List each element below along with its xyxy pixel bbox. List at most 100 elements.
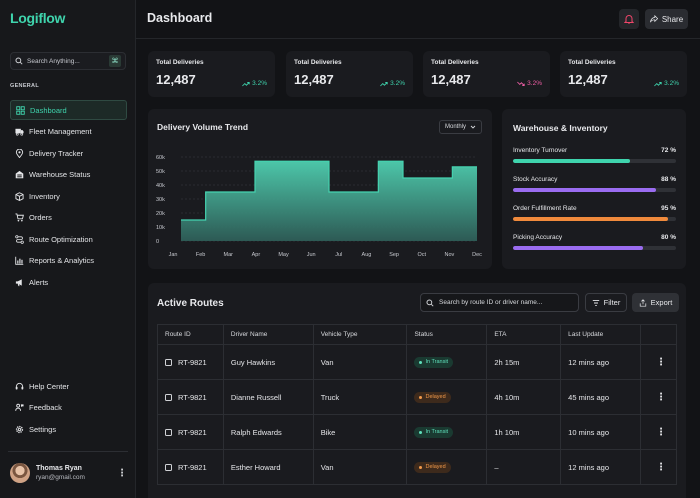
- driver-name: Ralph Edwards: [222, 414, 314, 450]
- sidebar-item-label: Feedback: [29, 403, 62, 412]
- sidebar-item-orders[interactable]: Orders: [10, 208, 127, 228]
- route-icon: [15, 234, 24, 244]
- row-checkbox[interactable]: [165, 428, 172, 436]
- column-header-route-id[interactable]: Route ID: [157, 324, 224, 345]
- metric-label: Order Fulfillment Rate: [513, 205, 577, 212]
- sidebar-item-warehouse-status[interactable]: Warehouse Status: [10, 165, 127, 185]
- column-header-last-update[interactable]: Last Update: [560, 324, 641, 345]
- row-menu-kebab-icon[interactable]: ⋮: [639, 414, 678, 450]
- stat-card: Total Deliveries 12,487 3.2%: [423, 51, 550, 97]
- delivery-volume-chart-card: 0 10k 20k 30k 40k 50k 60k Jan Feb Mar Apr May Jun Jul…: [148, 109, 492, 269]
- route-search-input[interactable]: Search by route ID or driver name...: [420, 293, 579, 312]
- sidebar-item-reports-analytics[interactable]: Reports & Analytics: [10, 251, 127, 271]
- status-text: Delayed: [425, 394, 446, 400]
- warehouse-icon: [15, 170, 24, 179]
- row-menu-kebab-icon[interactable]: ⋮: [639, 379, 678, 415]
- status-badge: In Transit: [414, 356, 454, 368]
- table-row[interactable]: RT-9821 Dianne Russell Truck Delayed 4h …: [157, 379, 678, 415]
- eta: –: [486, 449, 562, 485]
- x-tick-label: Nov: [444, 252, 454, 258]
- driver-name: Guy Hawkins: [222, 344, 314, 380]
- stat-trend-value: 3.2%: [252, 80, 267, 87]
- routes-table: Route ID Driver Name Vehicle Type Status…: [157, 324, 678, 485]
- column-header-actions: [639, 324, 678, 345]
- x-tick-label: May: [278, 252, 289, 258]
- user-profile[interactable]: Thomas Ryan ryan@gmail.com ⋮: [10, 461, 127, 485]
- x-tick-label: Feb: [196, 252, 205, 258]
- notifications-button[interactable]: [619, 9, 639, 29]
- sidebar-item-alerts[interactable]: Alerts: [10, 272, 127, 292]
- search-placeholder: Search Anything...: [27, 57, 80, 65]
- stat-label: Total Deliveries: [568, 59, 616, 66]
- sidebar-item-label: Reports & Analytics: [29, 256, 95, 265]
- avatar: [10, 463, 30, 483]
- x-tick-label: Sep: [389, 252, 399, 258]
- progress-fill: [513, 246, 644, 250]
- filter-button[interactable]: Filter: [585, 293, 627, 312]
- section-label-general: GENERAL: [10, 83, 39, 89]
- row-menu-kebab-icon[interactable]: ⋮: [639, 344, 678, 380]
- stat-trend-value: 3.2%: [390, 80, 405, 87]
- table-row[interactable]: RT-9821 Guy Hawkins Van In Transit 2h 15…: [157, 344, 678, 380]
- sidebar-item-route-optimization[interactable]: Route Optimization: [10, 229, 127, 249]
- sidebar-item-label: Settings: [29, 424, 57, 434]
- x-tick-label: Apr: [252, 252, 261, 258]
- column-header-eta[interactable]: ETA: [486, 324, 562, 345]
- metric-value: 80 %: [661, 234, 676, 241]
- sidebar-item-fleet-management[interactable]: Fleet Management: [10, 122, 127, 142]
- last-update: 12 mins ago: [560, 449, 641, 485]
- last-update: 10 mins ago: [560, 414, 641, 450]
- row-menu-kebab-icon[interactable]: ⋮: [639, 449, 678, 485]
- x-tick-label: Dec: [472, 252, 482, 258]
- user-menu-kebab-icon[interactable]: ⋮: [117, 467, 127, 479]
- column-header-driver-name[interactable]: Driver Name: [222, 324, 314, 345]
- status-text: In Transit: [425, 429, 449, 435]
- status-text: In Transit: [425, 359, 449, 365]
- progress-track: [513, 217, 676, 221]
- row-checkbox[interactable]: [165, 463, 172, 471]
- progress-fill: [513, 188, 657, 192]
- sidebar-item-delivery-tracker[interactable]: Delivery Tracker: [10, 143, 127, 163]
- row-checkbox[interactable]: [165, 393, 172, 401]
- export-button[interactable]: Export: [632, 293, 679, 312]
- period-dropdown[interactable]: Monthly: [439, 120, 482, 134]
- x-tick-label: Jul: [335, 252, 342, 258]
- megaphone-icon: [15, 278, 22, 286]
- sidebar-item-settings[interactable]: Settings: [10, 419, 127, 439]
- share-label: Share: [661, 14, 684, 24]
- progress-fill: [513, 159, 631, 163]
- warehouse-title: Warehouse & Inventory: [513, 123, 608, 133]
- sidebar-item-label: Route Optimization: [29, 234, 93, 244]
- sidebar-item-inventory[interactable]: Inventory: [10, 186, 127, 206]
- sidebar-item-dashboard[interactable]: Dashboard: [10, 100, 127, 120]
- y-tick-label: 40k: [156, 183, 165, 189]
- progress-track: [513, 159, 676, 163]
- sidebar-item-help-center[interactable]: Help Center: [10, 376, 127, 396]
- progress-fill: [513, 217, 668, 221]
- column-header-vehicle-type[interactable]: Vehicle Type: [312, 324, 408, 345]
- sidebar-divider: [8, 451, 128, 452]
- top-header: Dashboard Share: [136, 0, 700, 39]
- sidebar-item-feedback[interactable]: Feedback: [10, 398, 127, 418]
- routes-title: Active Routes: [157, 298, 224, 309]
- vehicle-type: Van: [312, 344, 408, 380]
- table-row[interactable]: RT-9821 Esther Howard Van Delayed – 12 m…: [157, 449, 678, 485]
- column-header-status[interactable]: Status: [406, 324, 488, 345]
- stat-card: Total Deliveries 12,487 3.2%: [560, 51, 687, 97]
- y-tick-label: 10k: [156, 225, 165, 231]
- vehicle-type: Truck: [312, 379, 408, 415]
- metric-picking-accuracy: Picking Accuracy 80 %: [513, 234, 676, 250]
- x-tick-label: Aug: [362, 252, 372, 258]
- app-logo[interactable]: Logiflow: [10, 10, 66, 26]
- sidebar-search-input[interactable]: Search Anything... ⌘: [10, 52, 126, 70]
- sidebar-bottom-nav: Help Center Feedback Settings: [10, 376, 127, 441]
- search-icon: [426, 298, 434, 307]
- share-button[interactable]: Share: [645, 9, 688, 29]
- box-icon: [15, 191, 24, 201]
- stat-label: Total Deliveries: [431, 59, 479, 66]
- route-search-placeholder: Search by route ID or driver name...: [439, 299, 543, 306]
- sidebar-item-label: Help Center: [29, 381, 70, 391]
- stat-value: 12,487: [294, 72, 334, 87]
- row-checkbox[interactable]: [165, 358, 172, 366]
- table-row[interactable]: RT-9821 Ralph Edwards Bike In Transit 1h…: [157, 414, 678, 450]
